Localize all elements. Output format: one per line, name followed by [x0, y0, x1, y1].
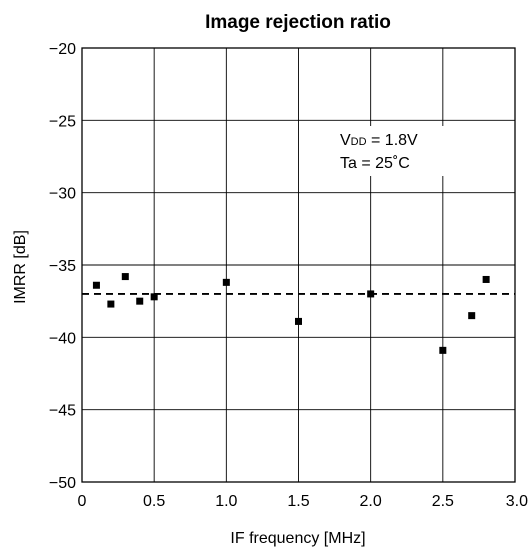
x-tick-label: 3.0 — [506, 493, 528, 510]
y-tick-label: −35 — [49, 258, 76, 275]
data-point — [482, 275, 490, 283]
data-point — [222, 278, 230, 286]
y-tick-labels: −20 −25 −30 −35 −40 −45 −50 — [49, 41, 76, 492]
x-tick-label: 1.5 — [287, 493, 309, 510]
chart-title: Image rejection ratio — [205, 12, 391, 33]
annotation-background — [330, 126, 466, 176]
x-tick-labels: 0 0.5 1.0 1.5 2.0 2.5 3.0 — [78, 493, 529, 510]
vdd-value: = 1.8V — [367, 132, 418, 149]
y-tick-label: −25 — [49, 113, 76, 130]
x-axis-label: IF frequency [MHz] — [230, 530, 365, 547]
data-point — [439, 346, 447, 354]
y-tick-label: −30 — [49, 186, 76, 203]
data-point — [367, 290, 375, 298]
data-point — [121, 273, 129, 281]
data-point — [136, 297, 144, 305]
x-tick-label: 2.5 — [432, 493, 454, 510]
data-points — [92, 273, 490, 354]
data-point — [295, 317, 302, 325]
x-tick-label: 0 — [78, 493, 87, 510]
data-point — [150, 293, 158, 301]
grid-lines — [82, 48, 515, 482]
x-tick-label: 2.0 — [360, 493, 382, 510]
plot-frame — [81, 47, 516, 483]
vdd-prefix: V — [340, 132, 351, 149]
data-point — [92, 281, 100, 289]
y-tick-label: −20 — [49, 41, 76, 58]
y-tick-label: −50 — [49, 475, 76, 492]
y-tick-label: −45 — [49, 403, 76, 420]
y-axis-label: IMRR [dB] — [12, 230, 29, 304]
data-point — [468, 312, 476, 320]
y-tick-label: −40 — [49, 330, 76, 347]
conditions-annotation: VDD = 1.8V Ta = 25˚C — [330, 126, 466, 176]
x-tick-label: 1.0 — [215, 493, 237, 510]
data-point — [107, 300, 115, 308]
ta-label: Ta = 25˚C — [340, 155, 410, 172]
vdd-subscript: DD — [351, 136, 367, 148]
vdd-label: VDD = 1.8V — [340, 132, 418, 149]
x-tick-label: 0.5 — [143, 493, 165, 510]
